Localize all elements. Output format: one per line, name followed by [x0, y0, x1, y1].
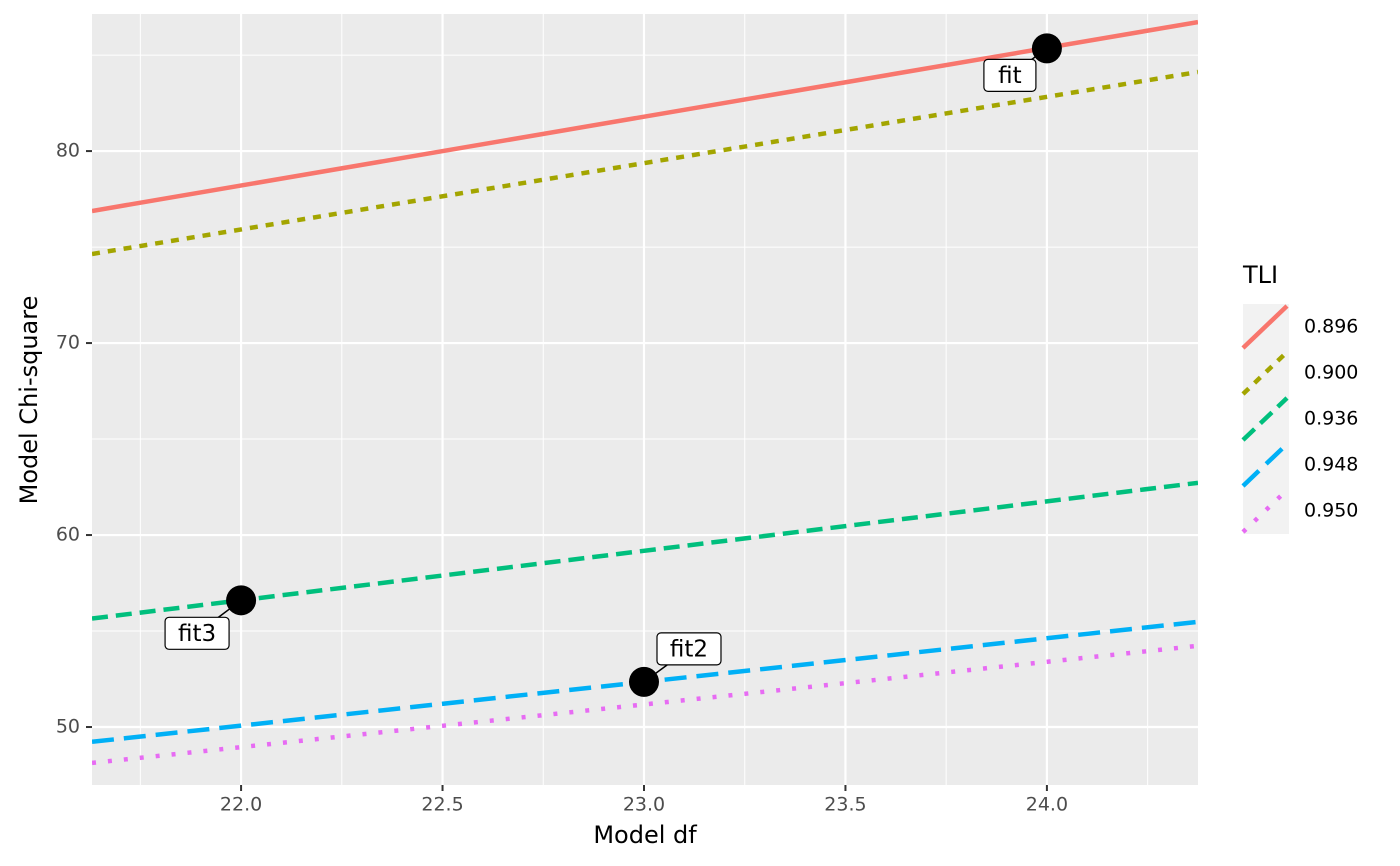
point: [628, 666, 659, 697]
legend-key: [1241, 488, 1289, 534]
y-tick-label: 80: [56, 140, 80, 162]
x-tick-label: 23.0: [623, 794, 665, 816]
label-box: [164, 616, 230, 650]
y-tick-label: 60: [56, 524, 80, 546]
series-line: [92, 19, 1198, 214]
legend-label: 0.896: [1304, 316, 1358, 338]
panel-layer: [92, 14, 1198, 785]
label-box: [983, 58, 1037, 92]
legend-label: 0.950: [1304, 500, 1358, 522]
legend-title: TLI: [1242, 261, 1278, 289]
series-line: [92, 480, 1198, 621]
legend-label: 0.948: [1304, 454, 1358, 476]
series-line: [92, 69, 1198, 257]
y-tick-label: 70: [56, 332, 80, 354]
legend-key: [1241, 304, 1289, 350]
x-tick-label: 23.5: [824, 794, 866, 816]
legend-label: 0.900: [1304, 362, 1358, 384]
y-axis-title: Model Chi-square: [15, 296, 43, 505]
point-label: fit3: [178, 621, 216, 647]
legend-key-bg: [1243, 488, 1289, 534]
legend-key: [1241, 350, 1289, 396]
point-label: fit: [998, 63, 1022, 89]
point: [226, 585, 257, 616]
x-tick-label: 24.0: [1026, 794, 1068, 816]
x-tick-label: 22.5: [421, 794, 463, 816]
label-box: [656, 632, 722, 666]
x-axis-title: Model df: [593, 821, 697, 849]
legend-key: [1241, 396, 1289, 442]
x-tick-label: 22.0: [220, 794, 262, 816]
legend-key: [1241, 442, 1289, 488]
point: [1031, 33, 1062, 64]
legend-label: 0.936: [1304, 408, 1358, 430]
y-tick-label: 50: [56, 716, 80, 738]
point-label: fit2: [670, 636, 708, 662]
